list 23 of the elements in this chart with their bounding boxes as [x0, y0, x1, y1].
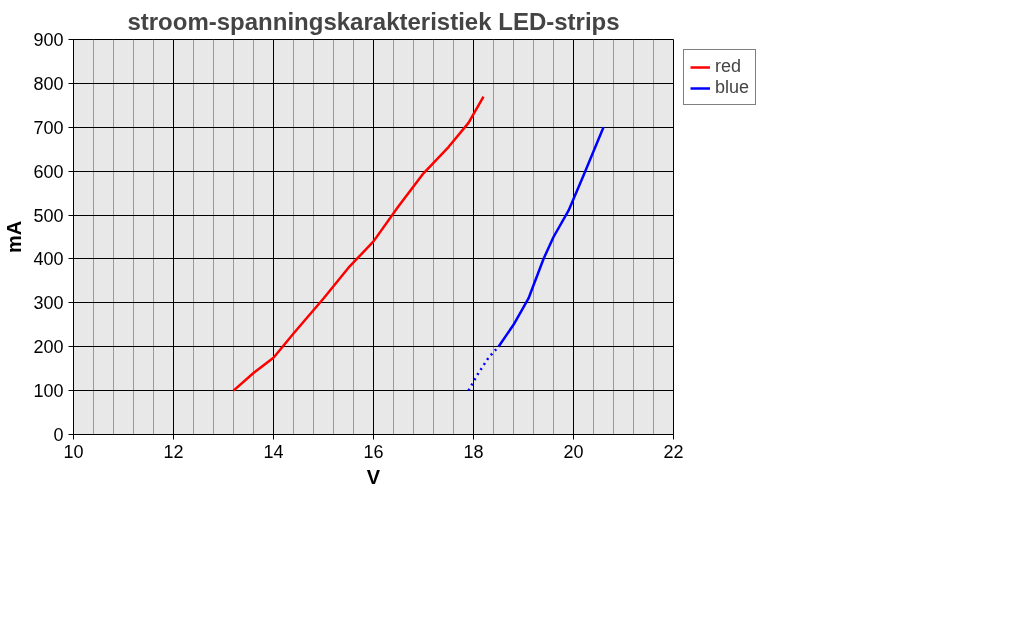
y-tick-label: 400: [33, 249, 64, 270]
x-tick-label: 12: [163, 441, 184, 462]
y-tick-label: 900: [33, 30, 64, 50]
x-axis-title: V: [366, 465, 381, 488]
line-series: [232, 95, 485, 392]
legend-label: blue: [715, 77, 750, 98]
x-tick-label: 18: [463, 441, 484, 462]
y-tick-label: 600: [33, 161, 64, 182]
y-tick-label: 100: [33, 381, 64, 402]
x-tick-label: 20: [563, 441, 584, 462]
x-tick-label: 14: [263, 441, 284, 462]
chart-title: stroom-spanningskarakteristiek LED-strips: [127, 7, 620, 35]
y-tick-label: 800: [33, 73, 64, 94]
y-tick-label: 300: [33, 293, 64, 314]
y-tick-label: 0: [53, 425, 64, 445]
legend-label: red: [715, 56, 742, 77]
y-tick-label: 700: [33, 117, 64, 138]
x-tick-label: 16: [363, 441, 384, 462]
x-tick-label: 10: [63, 441, 84, 462]
y-tick-label: 200: [33, 337, 64, 358]
x-tick-label: 22: [663, 441, 684, 462]
y-axis-title: mA: [3, 220, 26, 254]
y-tick-label: 500: [33, 205, 64, 226]
